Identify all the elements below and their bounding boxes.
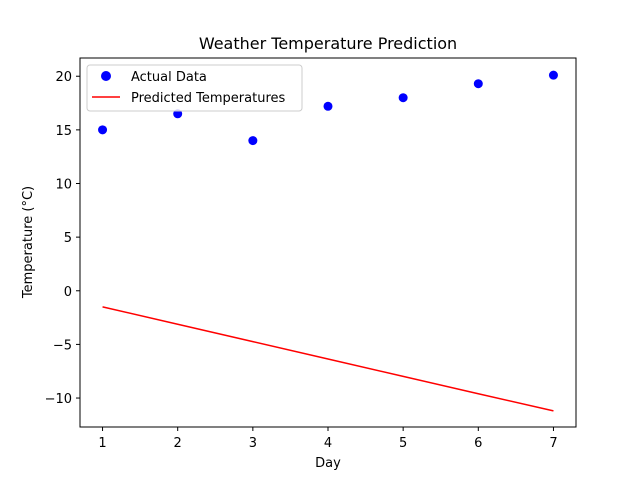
- legend: Actual Data Predicted Temperatures: [86, 64, 303, 112]
- y-tick-label: 0: [64, 285, 72, 300]
- y-axis-ticks: −10 −5 0 5 10 15 20: [45, 70, 80, 407]
- y-tick-label: 15: [55, 124, 72, 139]
- x-axis-ticks: 1 2 3 4 5 6 7: [98, 427, 558, 451]
- actual-data-point: [248, 136, 258, 146]
- x-tick-label: 7: [549, 436, 557, 451]
- x-tick-label: 1: [98, 436, 106, 451]
- chart-title: Weather Temperature Prediction: [199, 34, 457, 53]
- y-tick-label: −10: [45, 392, 72, 407]
- legend-label-actual-data: Actual Data: [131, 70, 207, 85]
- actual-data-point: [323, 101, 333, 111]
- actual-data-point: [398, 93, 408, 103]
- y-axis-label: Temperature (°C): [21, 186, 36, 299]
- legend-box: [86, 64, 303, 112]
- y-tick-label: 20: [55, 70, 72, 85]
- actual-data-point: [173, 109, 183, 119]
- y-tick-label: −5: [53, 338, 72, 353]
- x-tick-label: 6: [474, 436, 482, 451]
- actual-data-point: [98, 125, 108, 135]
- x-tick-label: 2: [174, 436, 182, 451]
- actual-data-point: [473, 79, 483, 89]
- y-tick-label: 5: [64, 231, 72, 246]
- x-tick-label: 4: [324, 436, 332, 451]
- x-tick-label: 5: [399, 436, 407, 451]
- series-layer: [98, 70, 558, 412]
- y-tick-label: 10: [55, 178, 72, 193]
- predicted-temperature-line: [102, 306, 554, 412]
- x-axis-label: Day: [315, 456, 341, 471]
- legend-marker-actual-data: [101, 71, 111, 81]
- plot-area-background: [80, 58, 576, 427]
- x-tick-label: 3: [249, 436, 257, 451]
- legend-label-predicted-temperatures: Predicted Temperatures: [131, 91, 286, 106]
- actual-data-point: [548, 70, 558, 80]
